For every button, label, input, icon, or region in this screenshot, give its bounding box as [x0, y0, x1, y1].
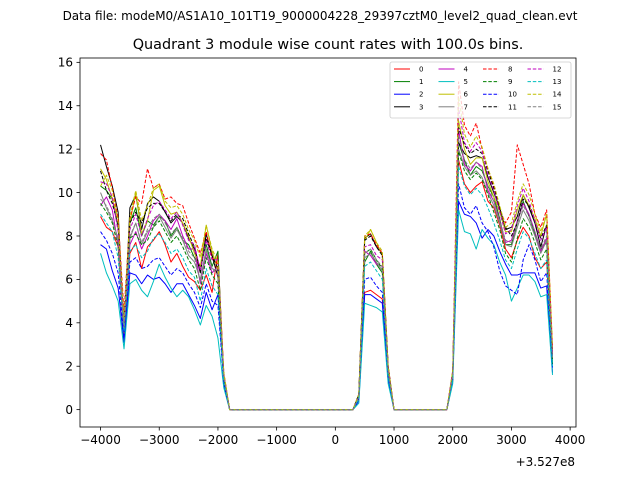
- figure-suptitle: Data file: modeM0/AS1A10_101T19_90000042…: [63, 9, 578, 23]
- legend-label-7: 7: [464, 103, 468, 111]
- legend-frame: [389, 61, 572, 119]
- series-line-9: [100, 150, 554, 411]
- y-tick-label: 14: [58, 99, 73, 113]
- legend-label-4: 4: [464, 66, 469, 74]
- x-tick-label: 2000: [437, 433, 468, 447]
- x-tick-label: −4000: [80, 433, 121, 447]
- y-axis: 0 2 4 6 8 10 12 14 16: [58, 56, 80, 417]
- plot-area: −4000 −3000 −2000 −1000 0 1000 2000 3000 4000 0 2…: [58, 56, 586, 469]
- x-tick-label: −1000: [256, 433, 297, 447]
- chart-title: Quadrant 3 module wise count rates with …: [133, 37, 524, 53]
- legend-label-12: 12: [553, 66, 562, 74]
- y-tick-label: 2: [65, 360, 73, 374]
- series-line-10: [100, 183, 554, 411]
- x-tick-label: 0: [332, 433, 340, 447]
- y-tick-label: 10: [58, 186, 73, 200]
- x-tick-label: 1000: [379, 433, 410, 447]
- y-tick-label: 8: [65, 229, 73, 243]
- y-tick-label: 6: [65, 273, 73, 287]
- x-tick-label: 4000: [555, 433, 586, 447]
- legend-label-10: 10: [508, 91, 517, 99]
- legend-label-8: 8: [508, 66, 512, 74]
- series-group: [100, 81, 554, 411]
- x-axis: −4000 −3000 −2000 −1000 0 1000 2000 3000 4000: [80, 427, 585, 447]
- legend-label-2: 2: [419, 91, 423, 99]
- x-tick-label: −3000: [139, 433, 180, 447]
- x-axis-offset-label: +3.527e8: [516, 455, 575, 469]
- legend-label-5: 5: [464, 78, 468, 86]
- legend-label-15: 15: [553, 103, 562, 111]
- legend-label-3: 3: [419, 103, 423, 111]
- y-tick-label: 4: [65, 316, 73, 330]
- axes-frame: [79, 57, 577, 428]
- y-tick-label: 0: [65, 403, 73, 417]
- legend-label-9: 9: [508, 78, 512, 86]
- legend-label-6: 6: [464, 91, 469, 99]
- legend-label-11: 11: [508, 103, 517, 111]
- y-tick-label: 16: [58, 56, 73, 70]
- legend-label-1: 1: [419, 78, 423, 86]
- y-tick-label: 12: [58, 142, 73, 156]
- legend-label-13: 13: [553, 78, 562, 86]
- x-tick-label: 3000: [496, 433, 527, 447]
- x-tick-label: −2000: [198, 433, 239, 447]
- series-line-11: [100, 126, 554, 411]
- series-line-15: [100, 135, 554, 411]
- legend-label-0: 0: [419, 66, 423, 74]
- legend-label-14: 14: [553, 91, 562, 99]
